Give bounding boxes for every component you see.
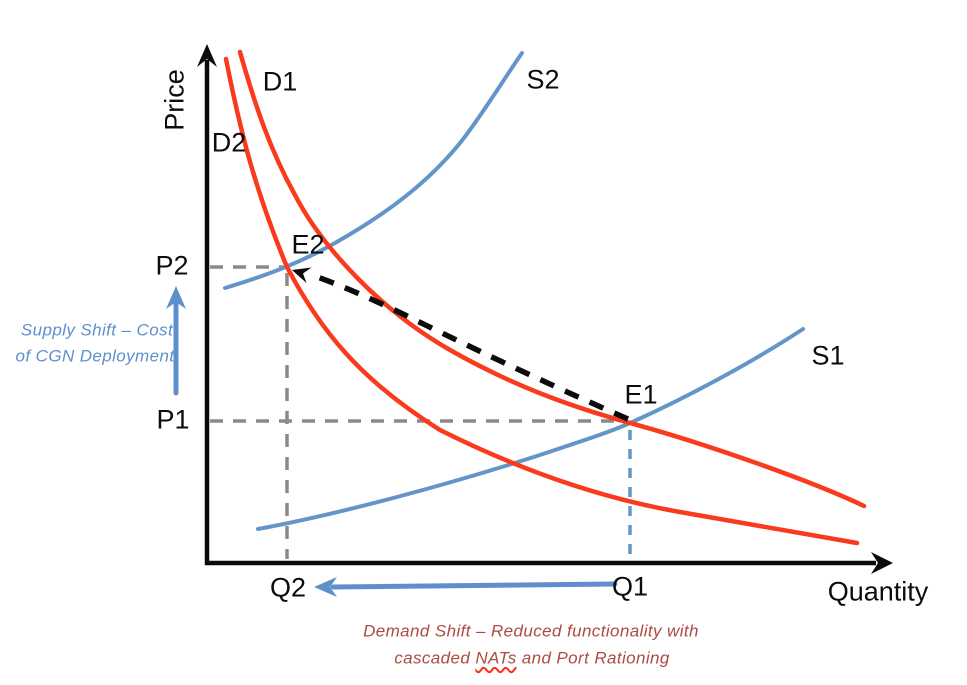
annotation-nats-misspelled: NATs — [475, 648, 517, 668]
demand-shift-arrow — [330, 581, 618, 590]
curve-label-d2: D2 — [211, 127, 247, 158]
y-axis-arrowhead — [197, 44, 217, 67]
annotation-supply-shift-line2: of CGN Deployment — [15, 346, 175, 366]
annotation-demand-shift-line2-post: and Port Rationing — [521, 648, 670, 668]
equilibrium-shift-arrowhead — [292, 267, 312, 283]
curve-label-d1: D1 — [262, 66, 298, 97]
y-axis-label: Price — [159, 69, 190, 131]
demand-curve-d2 — [223, 56, 860, 546]
annotation-demand-shift-line1: Demand Shift – Reduced functionality wit… — [363, 621, 699, 641]
x-axis-arrowhead — [871, 552, 893, 574]
annotation-demand-shift-line2: cascaded NATs and Port Rationing — [394, 650, 670, 667]
point-label-e1: E1 — [624, 379, 658, 410]
annotation-demand-shift-line2-pre: cascaded — [394, 648, 471, 668]
price-label-p2: P2 — [155, 250, 189, 281]
quantity-label-q1: Q1 — [611, 571, 649, 602]
annotation-supply-shift-line1: Supply Shift – Cost — [20, 320, 174, 340]
demand-curve-d1 — [237, 49, 867, 509]
supply-curve-s1 — [256, 327, 805, 531]
demand-shift-arrowhead — [314, 577, 337, 597]
price-label-p1: P1 — [156, 404, 190, 435]
point-label-e2: E2 — [291, 229, 325, 260]
quantity-label-q2: Q2 — [269, 572, 307, 603]
curve-label-s2: S2 — [526, 64, 560, 95]
x-axis-label: Quantity — [827, 576, 929, 607]
supply-shift-arrowhead — [166, 286, 186, 309]
equilibrium-shift-arrow — [308, 271, 630, 422]
curve-label-s1: S1 — [811, 340, 845, 371]
